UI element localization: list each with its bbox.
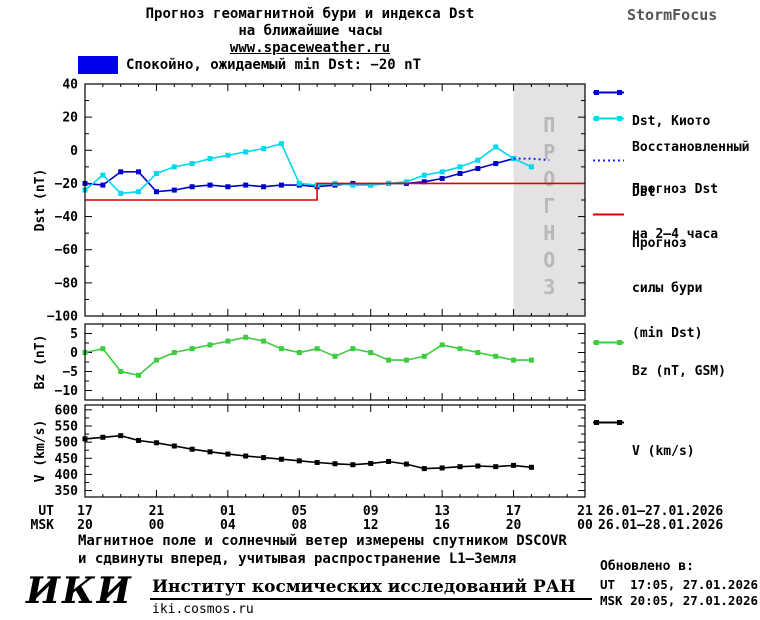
legend-label: силы бури [632,281,703,296]
svg-text:26.01–27.01.2026: 26.01–27.01.2026 [598,504,723,519]
svg-text:0: 0 [70,144,78,159]
svg-text:З: З [543,275,555,299]
svg-text:400: 400 [55,468,79,483]
svg-text:550: 550 [55,419,79,434]
svg-text:13: 13 [434,504,450,519]
legend-line-markers-icon [593,116,624,121]
legend-label: на 2–4 часа [632,227,719,242]
legend-label: Прогноз Dst [632,182,719,197]
updated-msk-time: MSK 20:05, 27.01.2026 [600,593,759,608]
svg-text:500: 500 [55,436,79,451]
svg-text:16: 16 [434,518,450,533]
institute-name: Институт космических исследований РАН [152,577,576,597]
svg-text:5: 5 [70,327,78,342]
legend-item-v: V (km/s) [592,414,695,489]
legend-dotted-line-icon [593,159,624,162]
forecast-region [513,84,585,316]
chart-legend: Dst, Киото Восстановленный Dst Прогноз D… [592,0,760,540]
legend-item-bz: Bz (nT, GSM) [592,334,726,409]
legend-label: Прогноз [632,236,687,251]
page-subtitle: на ближайшие часы [238,23,382,39]
svg-text:−80: −80 [55,276,79,291]
status-color-swatch [78,56,118,74]
data-source-note-line1: Магнитное поле и солнечный ветер измерен… [78,533,567,549]
legend-item-restored-dst: Восстановленный Dst [592,110,749,230]
iki-logo: ИКИ [26,570,133,612]
svg-text:20: 20 [506,518,522,533]
svg-text:20: 20 [62,111,78,126]
svg-text:09: 09 [363,504,379,519]
svg-text:Р: Р [543,140,555,164]
legend-label: Bz (nT, GSM) [632,364,726,379]
svg-text:−20: −20 [55,177,79,192]
legend-item-dst-kyoto: Dst, Киото [592,84,710,159]
legend-label: Восстановленный [632,140,750,155]
svg-text:17: 17 [506,504,522,519]
svg-text:Bz (nT): Bz (nT) [33,335,48,390]
institute-site-link[interactable]: iki.cosmos.ru [152,602,254,617]
legend-line-markers-icon [593,340,624,345]
svg-text:05: 05 [291,504,307,519]
svg-text:−100: −100 [47,310,78,325]
legend-label: V (km/s) [632,444,695,459]
svg-text:40: 40 [62,78,78,93]
svg-text:20: 20 [77,518,93,533]
svg-text:00: 00 [577,518,593,533]
svg-text:О: О [543,248,555,272]
svg-text:−40: −40 [55,210,79,225]
svg-text:600: 600 [55,403,79,418]
legend-label: Dst [632,185,656,200]
legend-label: Dst, Киото [632,114,711,129]
svg-text:Г: Г [543,194,555,218]
status-text: Спокойно, ожидаемый min Dst: −20 nT [126,57,422,73]
svg-text:21: 21 [577,504,593,519]
svg-text:350: 350 [55,484,79,499]
page-title: Прогноз геомагнитной бури и индекса Dst [145,6,475,22]
legend-line-markers-icon [593,420,624,425]
brand-label: StormFocus [627,6,718,24]
svg-text:−60: −60 [55,243,79,258]
svg-text:08: 08 [291,518,307,533]
svg-text:04: 04 [220,518,236,533]
svg-text:−10: −10 [55,384,79,399]
svg-text:00: 00 [149,518,165,533]
svg-text:Н: Н [543,221,555,245]
svg-text:О: О [543,167,555,191]
legend-solid-line-icon [593,213,624,216]
website-link[interactable]: www.spaceweather.ru [229,40,391,56]
svg-text:26.01–28.01.2026: 26.01–28.01.2026 [598,518,723,533]
svg-text:V (km/s): V (km/s) [33,420,48,483]
bz-plot: 5 0 −5 −10 Bz (nT) [33,323,586,401]
status-banner: Спокойно, ожидаемый min Dst: −20 nT [78,56,421,74]
svg-text:01: 01 [220,504,236,519]
svg-text:UT: UT [38,504,54,519]
footer-divider [150,598,592,600]
svg-text:450: 450 [55,452,79,467]
svg-text:0: 0 [70,346,78,361]
legend-item-forecast-dst: Прогноз Dst на 2–4 часа [592,152,718,272]
svg-text:−5: −5 [62,365,78,380]
svg-text:17: 17 [77,504,93,519]
legend-label: (min Dst) [632,326,703,341]
legend-line-markers-icon [593,90,624,95]
svg-text:21: 21 [149,504,165,519]
svg-text:П: П [543,113,555,137]
updated-ut-time: UT 17:05, 27.01.2026 [600,577,759,592]
svg-text:Dst (nT): Dst (nT) [33,169,48,232]
data-source-note-line2: и сдвинуты вперед, учитывая распростране… [78,551,517,567]
svg-text:12: 12 [363,518,379,533]
legend-item-storm-strength: Прогноз силы бури (min Dst) [592,206,702,371]
svg-text:MSK: MSK [31,518,55,533]
updated-label: Обновлено в: [600,559,694,574]
